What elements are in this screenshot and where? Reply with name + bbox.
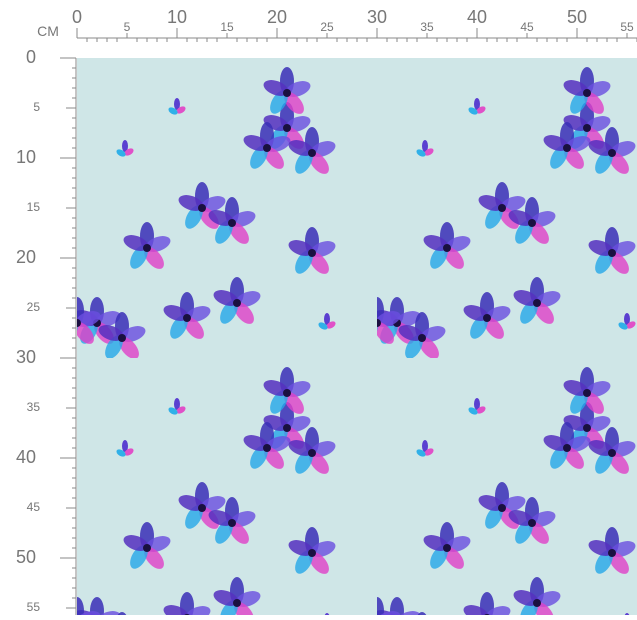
left-ruler-label: 20 [16, 247, 36, 267]
top-ruler-label: 30 [367, 7, 387, 27]
top-ruler-label: 20 [267, 7, 287, 27]
top-ruler-label: 10 [167, 7, 187, 27]
top-ruler-label: 55 [620, 20, 634, 34]
top-ruler-label: 50 [567, 7, 587, 27]
left-ruler-label: 45 [27, 500, 41, 514]
left-ruler-label: 25 [27, 300, 41, 314]
fabric-swatch [77, 58, 637, 615]
left-ruler-label: 15 [27, 200, 41, 214]
left-ruler-label: 30 [16, 347, 36, 367]
top-ruler-label: 35 [420, 20, 434, 34]
unit-label: CM [37, 23, 59, 39]
top-ruler-label: 0 [72, 7, 82, 27]
left-ruler-label: 5 [33, 100, 40, 114]
top-ruler-label: 45 [520, 20, 534, 34]
left-ruler-label: 50 [16, 547, 36, 567]
top-ruler-label: 5 [124, 20, 131, 34]
left-ruler-label: 0 [26, 47, 36, 67]
top-ruler-label: 25 [320, 20, 334, 34]
left-ruler-label: 55 [27, 600, 41, 614]
left-ruler-label: 10 [16, 147, 36, 167]
left-ruler-label: 35 [27, 400, 41, 414]
top-ruler-label: 15 [220, 20, 234, 34]
top-ruler-label: 40 [467, 7, 487, 27]
left-ruler-label: 40 [16, 447, 36, 467]
